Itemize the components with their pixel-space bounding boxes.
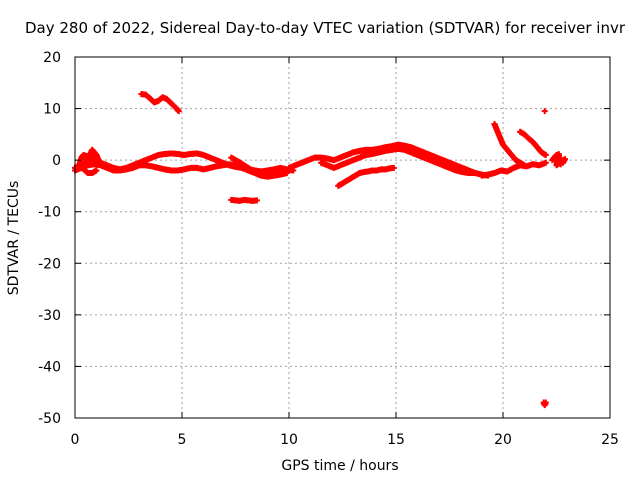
chart-title: Day 280 of 2022, Sidereal Day-to-day VTE… — [25, 19, 626, 37]
data-point — [541, 108, 548, 115]
data-point — [542, 399, 549, 406]
x-tick-label: 0 — [71, 432, 80, 448]
series-late-cluster — [549, 150, 569, 169]
series-high-arc — [138, 91, 182, 115]
y-tick-label: -40 — [38, 359, 61, 375]
series-late-peak — [491, 121, 528, 169]
series-rise-segment — [335, 164, 397, 189]
y-tick-label: 20 — [43, 50, 61, 66]
y-tick-label: 10 — [43, 102, 61, 118]
data-points — [72, 91, 569, 409]
data-point — [472, 170, 479, 177]
data-point — [542, 159, 549, 166]
x-axis-label: GPS time / hours — [281, 458, 398, 474]
x-tick-label: 20 — [494, 432, 512, 448]
data-point — [175, 108, 182, 115]
x-tick-label: 25 — [601, 432, 619, 448]
series-early-burst — [76, 146, 102, 177]
data-point — [390, 164, 397, 171]
series-low-segment — [228, 196, 260, 204]
y-tick-label: -10 — [38, 205, 61, 221]
series-late-arc — [517, 128, 549, 158]
data-point — [93, 167, 100, 174]
y-tick-label: -50 — [38, 411, 61, 427]
series-track-d — [318, 145, 479, 177]
plot-frame — [74, 56, 611, 419]
series-late-low — [478, 159, 549, 179]
x-tick-label: 10 — [280, 432, 298, 448]
y-tick-label: -30 — [38, 308, 61, 324]
series-isolated — [540, 108, 549, 409]
series-track-c — [286, 141, 492, 179]
y-tick-label: 0 — [52, 153, 61, 169]
y-axis-label: SDTVAR / TECUs — [6, 181, 22, 296]
axis-ticks: 0 5 10 15 20 25 -50 -40 -30 -20 -10 0 10 20 — [38, 50, 619, 448]
grid-lines — [75, 57, 610, 418]
data-point — [253, 197, 260, 204]
x-tick-label: 5 — [178, 432, 187, 448]
x-tick-label: 15 — [387, 432, 405, 448]
y-tick-label: -20 — [38, 256, 61, 272]
data-point — [557, 161, 564, 168]
data-point — [542, 151, 549, 158]
